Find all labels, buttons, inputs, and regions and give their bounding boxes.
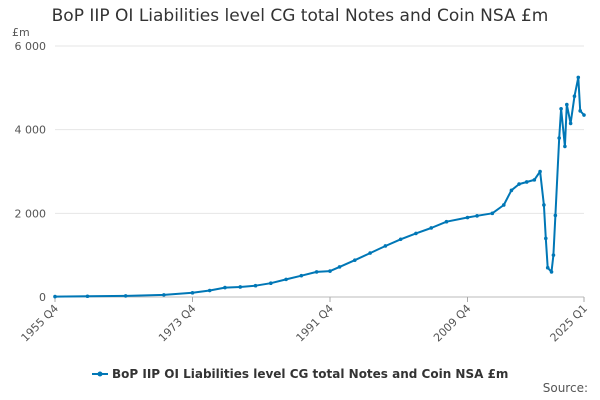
y-axis: 0 2 000 4 000 6 000 <box>15 40 47 304</box>
data-point <box>544 236 548 241</box>
data-point <box>563 144 567 149</box>
data-point <box>545 265 550 270</box>
y-tick-label: 2 000 <box>15 207 47 220</box>
data-point <box>429 226 434 230</box>
data-point <box>551 253 556 257</box>
data-point <box>123 294 128 298</box>
legend-marker-swatch <box>97 371 103 377</box>
data-point <box>253 283 258 288</box>
data-point <box>582 113 586 117</box>
x-axis: 1955 Q4 1973 Q4 1991 Q4 2009 Q4 2025 Q1 <box>19 297 591 345</box>
data-point <box>238 285 243 289</box>
data-point <box>444 219 449 224</box>
y-tick-label: 0 <box>39 291 46 304</box>
data-point <box>223 285 227 290</box>
series-line-0 <box>54 76 585 298</box>
legend[interactable]: BoP IIP OI Liabilities level CG total No… <box>92 367 508 381</box>
plot-area <box>53 75 586 299</box>
source-label: Source: <box>542 381 588 395</box>
data-point <box>162 293 166 297</box>
data-point <box>490 211 495 216</box>
data-point <box>572 94 577 98</box>
x-tick-label: 1973 Q4 <box>156 302 199 345</box>
data-point <box>576 75 581 80</box>
x-tick-label: 2009 Q4 <box>431 302 474 345</box>
data-point <box>383 244 388 248</box>
data-point <box>501 203 506 207</box>
data-point <box>299 273 304 278</box>
data-point <box>85 294 90 299</box>
data-point <box>538 169 542 174</box>
data-point <box>190 291 195 295</box>
data-point <box>517 182 521 186</box>
data-point <box>549 270 554 274</box>
data-point <box>565 102 569 107</box>
x-tick-label: 1991 Q4 <box>294 302 337 345</box>
data-point <box>509 188 514 193</box>
data-point <box>568 121 573 126</box>
data-point <box>269 281 273 285</box>
y-tick-label: 6 000 <box>15 40 47 53</box>
y-tick-label: 4 000 <box>15 124 47 137</box>
data-point <box>475 214 479 218</box>
data-point <box>398 237 403 242</box>
data-point <box>559 106 563 111</box>
data-point <box>524 180 529 184</box>
data-point <box>284 277 288 282</box>
data-point <box>53 294 57 299</box>
data-point <box>368 251 372 255</box>
chart-title: BoP IIP OI Liabilities level CG total No… <box>51 6 549 26</box>
x-tick-label: 1955 Q4 <box>19 302 62 345</box>
legend-label: BoP IIP OI Liabilities level CG total No… <box>112 367 508 381</box>
data-point <box>557 136 561 140</box>
data-point <box>207 288 212 293</box>
x-tick-label: 2025 Q1 <box>548 302 591 345</box>
data-point <box>328 269 332 273</box>
data-point <box>337 265 342 269</box>
y-axis-unit-label: £m <box>12 26 30 39</box>
data-point <box>542 203 546 207</box>
data-point <box>532 178 537 182</box>
data-point <box>414 231 418 236</box>
data-point <box>465 215 470 220</box>
data-point <box>314 270 319 274</box>
data-point <box>578 109 582 113</box>
gridlines <box>55 45 584 298</box>
data-point <box>553 213 558 218</box>
data-point <box>353 258 357 262</box>
